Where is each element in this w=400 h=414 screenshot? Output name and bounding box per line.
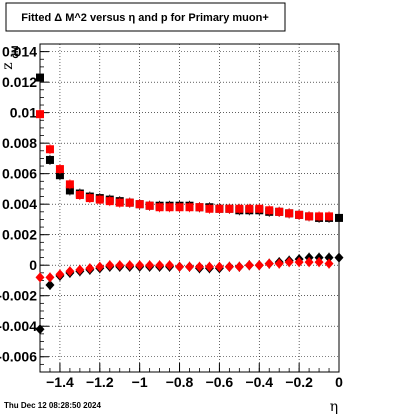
data-point-diamond	[204, 261, 214, 272]
timestamp: Thu Dec 12 08:28:50 2024	[4, 401, 101, 410]
data-point-diamond	[145, 260, 155, 271]
data-point-square	[155, 203, 164, 212]
data-point-diamond	[194, 261, 204, 272]
data-point-square	[95, 195, 104, 204]
x-tick-label: 0	[335, 374, 343, 390]
data-point-diamond	[85, 263, 95, 274]
x-tick-label: −0.2	[285, 374, 313, 390]
data-point-diamond	[294, 257, 304, 268]
y-tick-label: 0.012	[2, 74, 37, 90]
data-point-square	[315, 212, 324, 221]
y-tick-label: -0.002	[0, 288, 37, 304]
data-point-square	[65, 180, 74, 189]
data-point-diamond	[115, 260, 125, 271]
data-point-diamond	[45, 280, 55, 291]
x-tick-label: −1.2	[86, 374, 114, 390]
data-point-diamond	[55, 269, 65, 280]
data-point-square	[215, 204, 224, 213]
data-point-diamond	[185, 261, 194, 272]
data-point-diamond	[95, 261, 105, 272]
data-point-diamond	[324, 252, 334, 263]
y-tick-label: 0.006	[2, 166, 37, 182]
y-tick-label: 0	[29, 257, 37, 273]
data-point-diamond	[234, 261, 244, 272]
y-tick-label: 0.004	[2, 196, 37, 212]
x-axis-label: η	[330, 399, 338, 414]
data-point-square	[205, 204, 214, 213]
data-point-diamond	[75, 264, 85, 275]
data-point-square	[335, 213, 343, 222]
data-point-square	[65, 186, 74, 195]
data-point-diamond	[125, 260, 135, 271]
data-point-square	[295, 210, 304, 219]
data-point-square	[75, 191, 84, 200]
data-point-square	[325, 212, 334, 221]
data-point-square	[245, 204, 254, 213]
data-point-diamond	[254, 260, 264, 271]
data-point-square	[115, 198, 124, 207]
x-tick-label: −0.6	[206, 374, 234, 390]
data-point-square	[235, 204, 244, 213]
data-point-diamond	[314, 257, 324, 268]
data-point-diamond	[155, 260, 165, 271]
data-point-diamond	[105, 260, 115, 271]
data-point-diamond	[135, 260, 145, 271]
data-point-square	[275, 207, 284, 216]
y-tick-label: -0.006	[0, 349, 37, 365]
data-point-diamond	[45, 272, 55, 283]
data-point-square	[36, 110, 44, 119]
data-point-square	[305, 212, 314, 221]
x-tick-label: −0.4	[245, 374, 273, 390]
data-point-diamond	[304, 257, 314, 268]
title-box: Fitted Δ M^2 versus η and p for Primary …	[5, 2, 286, 32]
data-point-diamond	[214, 261, 224, 272]
y-tick-label: 0.002	[2, 227, 37, 243]
data-point-square	[45, 155, 54, 164]
y-tick-label: 0.008	[2, 135, 37, 151]
data-point-diamond	[65, 266, 75, 277]
data-point-square	[55, 171, 64, 180]
x-tick-label: −1.4	[46, 374, 74, 390]
chart-title: Fitted Δ M^2 versus η and p for Primary …	[21, 12, 269, 24]
data-point-diamond	[244, 260, 254, 271]
data-point-square	[175, 203, 184, 212]
data-point-diamond	[334, 252, 344, 263]
x-tick-label: −1	[132, 374, 148, 390]
data-point-square	[185, 203, 194, 212]
data-point-square	[165, 203, 174, 212]
data-point-diamond	[35, 324, 45, 335]
data-point-square	[45, 145, 54, 154]
data-point-square	[255, 204, 264, 213]
y-tick-label: 0.01	[10, 105, 37, 121]
data-point-diamond	[284, 257, 294, 268]
data-point-square	[145, 201, 154, 210]
data-point-square	[225, 204, 234, 213]
x-tick-label: −0.8	[166, 374, 194, 390]
data-point-square	[55, 165, 64, 174]
data-point-diamond	[165, 260, 175, 271]
data-point-square	[125, 198, 134, 207]
data-point-square	[36, 73, 44, 82]
data-point-diamond	[324, 258, 334, 269]
data-point-square	[265, 206, 274, 215]
y-tick-label: 0.014	[2, 44, 37, 60]
data-point-diamond	[175, 261, 185, 272]
axis-layer: −1.4 −1.2 −1 −0.8 −0.6 −0.4 −0.2 0 -0.006 -0.004 -…	[0, 43, 343, 390]
data-point-diamond	[274, 258, 284, 269]
data-point-diamond	[264, 258, 274, 269]
data-point-square	[135, 200, 144, 209]
y-axis-label: z	[0, 62, 16, 69]
marks-layer	[35, 72, 344, 335]
data-point-diamond	[224, 261, 234, 272]
data-point-square	[195, 203, 204, 212]
data-point-square	[85, 194, 94, 203]
data-point-square	[105, 197, 114, 206]
y-axis-label-subscript: dM	[10, 46, 20, 59]
data-point-square	[285, 209, 294, 218]
y-tick-label: -0.004	[0, 318, 37, 334]
data-point-diamond	[35, 272, 45, 283]
